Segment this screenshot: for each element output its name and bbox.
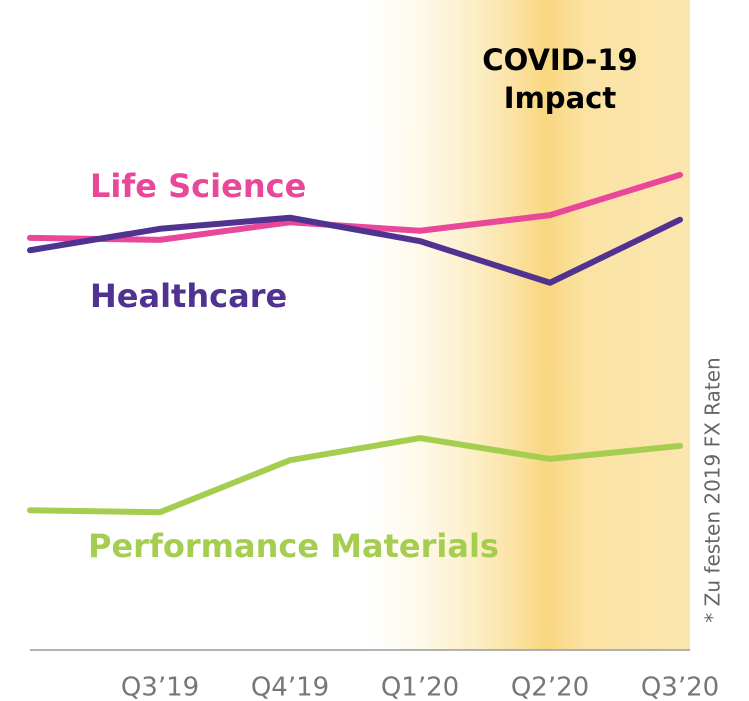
legend-label: Life Science — [90, 167, 306, 205]
series-line — [27, 214, 683, 286]
x-tick-label: Q1’20 — [381, 673, 459, 701]
footnote: * Zu festen 2019 FX Raten — [701, 357, 725, 622]
annotation: COVID-19 — [482, 43, 637, 77]
x-tick-label: Q3’19 — [121, 673, 199, 701]
x-tick-label: Q2’20 — [511, 673, 589, 701]
legend-label: Performance Materials — [88, 527, 499, 565]
x-tick-label: Q4’19 — [251, 673, 329, 701]
covid-shade — [370, 0, 690, 650]
annotation: Impact — [504, 81, 617, 115]
legend-label: Healthcare — [90, 277, 287, 315]
x-tick-label: Q3’20 — [641, 673, 719, 701]
series-line — [27, 435, 683, 516]
